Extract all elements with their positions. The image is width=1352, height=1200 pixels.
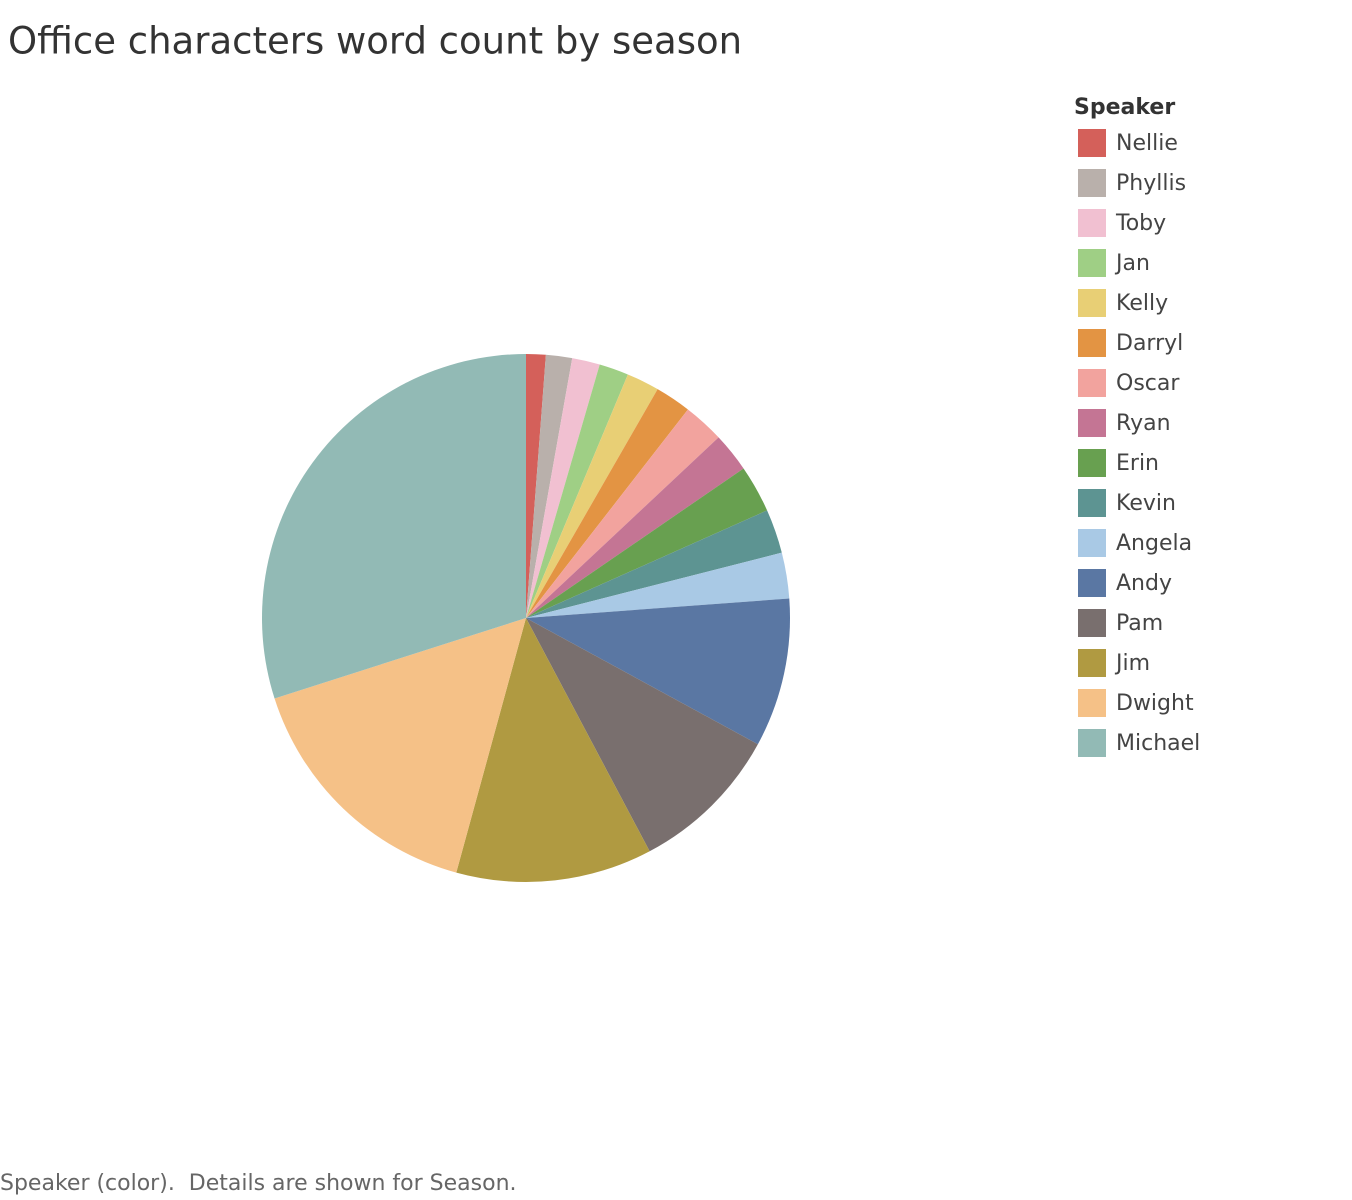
legend-label: Pam (1116, 611, 1163, 636)
pie-slice (526, 552, 790, 618)
pie-slice (274, 618, 526, 873)
pie-slice (526, 510, 782, 618)
legend-swatch (1078, 489, 1106, 517)
footer: Speaker (color). Details are shown for S… (0, 1171, 517, 1196)
legend-swatch (1078, 329, 1106, 357)
legend-label: Jim (1114, 651, 1150, 676)
legend-swatch (1078, 249, 1106, 277)
legend-label: Kevin (1116, 491, 1176, 516)
legend-swatch (1078, 729, 1106, 757)
pie-slice (526, 409, 719, 618)
legend-swatch (1078, 129, 1106, 157)
legend-label: Andy (1116, 571, 1172, 596)
legend-swatch (1078, 409, 1106, 437)
legend-swatch (1078, 529, 1106, 557)
pie-slice (526, 618, 758, 852)
chart-title: Office characters word count by season (8, 20, 742, 63)
pie-slice (456, 618, 650, 882)
legend-label: Angela (1116, 531, 1192, 556)
legend-label: Oscar (1116, 371, 1180, 396)
legend-swatch (1078, 609, 1106, 637)
legend-swatch (1078, 689, 1106, 717)
legend-label: Michael (1116, 731, 1200, 756)
pie-slice (526, 354, 546, 618)
pie-slice (526, 358, 600, 618)
legend-label: Toby (1115, 211, 1166, 236)
pie-slice (262, 354, 526, 699)
legend-title: Speaker (1074, 95, 1175, 120)
legend-label: Jan (1114, 251, 1150, 276)
legend-label: Nellie (1116, 131, 1178, 156)
legend-swatch (1078, 449, 1106, 477)
pie-slice (526, 374, 658, 618)
pie-slice (526, 389, 688, 618)
legend-label: Kelly (1116, 291, 1168, 316)
pie-slice (526, 354, 573, 618)
legend-swatch (1078, 569, 1106, 597)
legend-swatch (1078, 369, 1106, 397)
legend-swatch (1078, 169, 1106, 197)
pie-slice (526, 468, 768, 618)
legend-label: Phyllis (1116, 171, 1186, 196)
legend-swatch (1078, 209, 1106, 237)
pie-slice (526, 364, 628, 618)
legend-label: Darryl (1116, 331, 1183, 356)
legend-label: Ryan (1116, 411, 1171, 436)
legend-swatch (1078, 649, 1106, 677)
pie-slice (526, 598, 790, 745)
legend-label: Erin (1116, 451, 1159, 476)
legend-swatch (1078, 289, 1106, 317)
legend-label: Dwight (1116, 691, 1194, 716)
pie-slice (526, 437, 744, 618)
